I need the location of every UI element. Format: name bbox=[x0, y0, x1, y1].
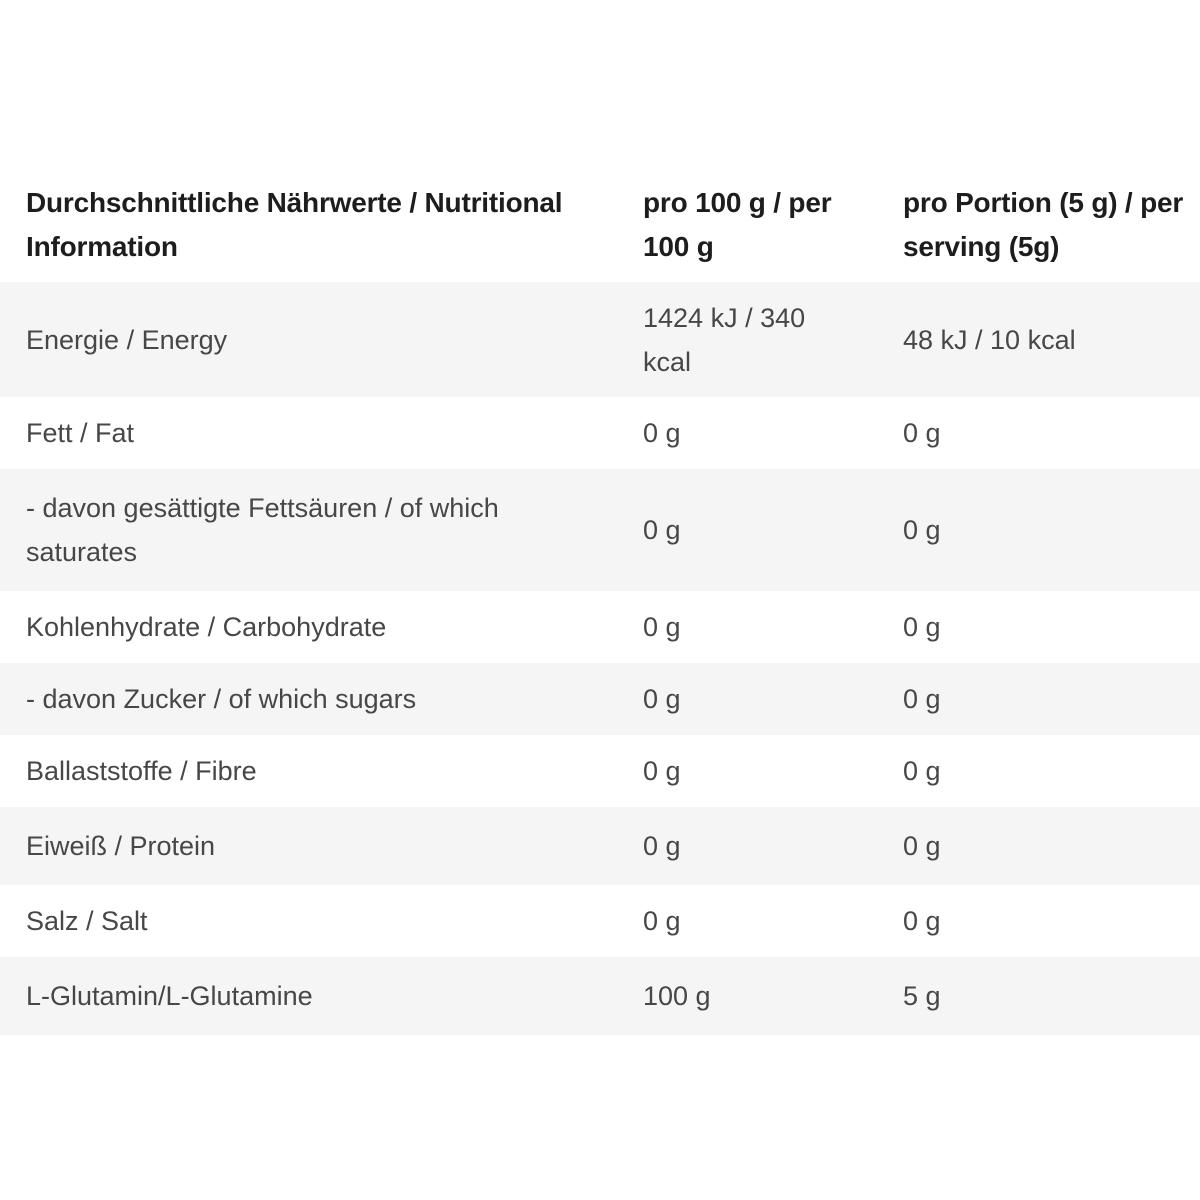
nutrient-label-cell: Salz / Salt bbox=[0, 885, 620, 957]
per-serving-value: 0 g bbox=[903, 418, 941, 448]
nutrient-label-cell: L-Glutamin/L-Glutamine bbox=[0, 957, 620, 1035]
per-serving-column-header-label: pro Portion (5 g) / per serving (5g) bbox=[903, 187, 1184, 262]
nutrient-label-cell: - davon Zucker / of which sugars bbox=[0, 663, 620, 735]
nutrient-label-cell: - davon gesättigte Fettsäuren / of which… bbox=[0, 469, 620, 591]
per-100g-column-header-label: pro 100 g / per 100 g bbox=[643, 187, 832, 262]
per-100g-value: 0 g bbox=[643, 684, 681, 714]
per-100g-value: 0 g bbox=[643, 756, 681, 786]
nutrient-label: Ballaststoffe / Fibre bbox=[26, 756, 257, 786]
per-100g-value-cell: 0 g bbox=[620, 663, 880, 735]
per-100g-value: 0 g bbox=[643, 515, 681, 545]
per-serving-value-cell: 48 kJ / 10 kcal bbox=[880, 282, 1200, 397]
table-row-fat: Fett / Fat 0 g 0 g bbox=[0, 397, 1200, 469]
table-row-energy: Energie / Energy 1424 kJ / 340 kcal 48 k… bbox=[0, 282, 1200, 397]
table-row-saturates: - davon gesättigte Fettsäuren / of which… bbox=[0, 469, 1200, 591]
nutrient-label-cell: Ballaststoffe / Fibre bbox=[0, 735, 620, 807]
table-row-sugars: - davon Zucker / of which sugars 0 g 0 g bbox=[0, 663, 1200, 735]
table-row-protein: Eiweiß / Protein 0 g 0 g bbox=[0, 807, 1200, 885]
per-serving-value-cell: 0 g bbox=[880, 807, 1200, 885]
per-100g-value: 0 g bbox=[643, 612, 681, 642]
per-serving-value: 48 kJ / 10 kcal bbox=[903, 324, 1076, 355]
per-100g-value: 100 g bbox=[643, 981, 711, 1011]
nutrient-label-cell: Fett / Fat bbox=[0, 397, 620, 469]
nutrient-label-cell: Eiweiß / Protein bbox=[0, 807, 620, 885]
nutrient-label: Energie / Energy bbox=[26, 324, 228, 355]
per-100g-value: 0 g bbox=[643, 418, 681, 448]
per-100g-value: 1424 kJ / 340 kcal bbox=[643, 302, 806, 377]
per-serving-column-header: pro Portion (5 g) / per serving (5g) bbox=[880, 168, 1200, 282]
per-serving-value-cell: 0 g bbox=[880, 663, 1200, 735]
nutrient-column-header-label: Durchschnittliche Nährwerte / Nutritiona… bbox=[26, 187, 563, 262]
per-serving-value-cell: 5 g bbox=[880, 957, 1200, 1035]
per-serving-value: 0 g bbox=[903, 684, 941, 714]
table-row-fibre: Ballaststoffe / Fibre 0 g 0 g bbox=[0, 735, 1200, 807]
per-100g-value-cell: 0 g bbox=[620, 591, 880, 663]
per-100g-value-cell: 100 g bbox=[620, 957, 880, 1035]
nutrient-label: Salz / Salt bbox=[26, 906, 148, 936]
per-serving-value-cell: 0 g bbox=[880, 397, 1200, 469]
nutrient-label: Kohlenhydrate / Carbohydrate bbox=[26, 612, 387, 642]
nutrient-label: - davon gesättigte Fettsäuren / of which… bbox=[26, 493, 499, 567]
nutrient-label-cell: Kohlenhydrate / Carbohydrate bbox=[0, 591, 620, 663]
table-row-salt: Salz / Salt 0 g 0 g bbox=[0, 885, 1200, 957]
per-serving-value: 0 g bbox=[903, 612, 941, 642]
per-serving-value: 0 g bbox=[903, 515, 941, 545]
nutrient-label: L-Glutamin/L-Glutamine bbox=[26, 981, 313, 1011]
per-100g-value: 0 g bbox=[643, 906, 681, 936]
per-serving-value: 0 g bbox=[903, 906, 941, 936]
per-serving-value: 5 g bbox=[903, 981, 941, 1011]
nutrient-label: - davon Zucker / of which sugars bbox=[26, 684, 417, 714]
per-serving-value-cell: 0 g bbox=[880, 591, 1200, 663]
table-header-row: Durchschnittliche Nährwerte / Nutritiona… bbox=[0, 168, 1200, 282]
per-100g-column-header: pro 100 g / per 100 g bbox=[620, 168, 880, 282]
per-serving-value: 0 g bbox=[903, 756, 941, 786]
per-serving-value-cell: 0 g bbox=[880, 469, 1200, 591]
nutrient-label-cell: Energie / Energy bbox=[0, 282, 620, 397]
per-100g-value: 0 g bbox=[643, 831, 681, 861]
per-serving-value-cell: 0 g bbox=[880, 885, 1200, 957]
per-serving-value: 0 g bbox=[903, 831, 941, 861]
per-100g-value-cell: 0 g bbox=[620, 469, 880, 591]
per-100g-value-cell: 0 g bbox=[620, 807, 880, 885]
per-100g-value-cell: 0 g bbox=[620, 885, 880, 957]
nutrient-label: Fett / Fat bbox=[26, 418, 135, 448]
per-100g-value-cell: 1424 kJ / 340 kcal bbox=[620, 282, 880, 397]
nutrient-column-header: Durchschnittliche Nährwerte / Nutritiona… bbox=[0, 168, 620, 282]
nutrient-label: Eiweiß / Protein bbox=[26, 831, 216, 861]
table-row-carbohydrate: Kohlenhydrate / Carbohydrate 0 g 0 g bbox=[0, 591, 1200, 663]
nutrition-table: Durchschnittliche Nährwerte / Nutritiona… bbox=[0, 168, 1200, 1035]
per-100g-value-cell: 0 g bbox=[620, 735, 880, 807]
per-100g-value-cell: 0 g bbox=[620, 397, 880, 469]
per-serving-value-cell: 0 g bbox=[880, 735, 1200, 807]
table-row-glutamine: L-Glutamin/L-Glutamine 100 g 5 g bbox=[0, 957, 1200, 1035]
